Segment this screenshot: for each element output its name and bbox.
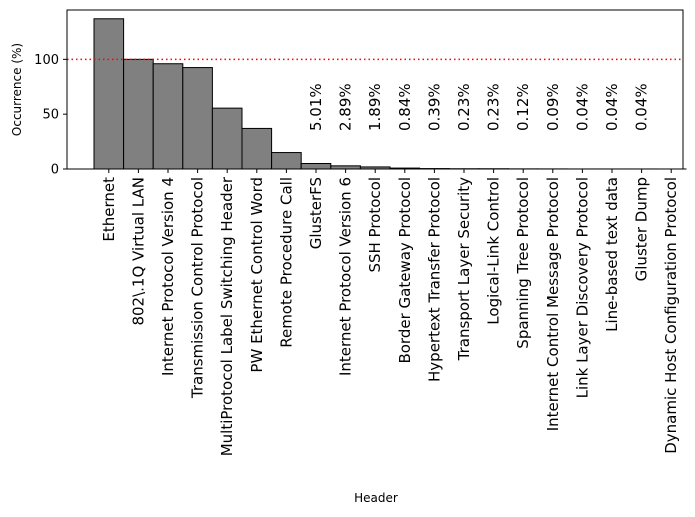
x-tick-label: Hypertext Transfer Protocol <box>425 177 443 382</box>
x-tick-label: Logical-Link Control <box>485 177 503 325</box>
data-label-14: 0.23% <box>485 83 503 131</box>
bar-8 <box>300 163 332 170</box>
bars-group <box>93 18 687 170</box>
x-tick-label: Border Gateway Protocol <box>396 177 414 364</box>
bar-3 <box>152 63 184 170</box>
x-axis: Ethernet 802\.1Q Virtual LAN Internet Prot… <box>100 169 680 456</box>
x-tick-label: Transmission Control Protocol <box>189 177 207 399</box>
x-tick-label: Link Layer Discovery Protocol <box>573 177 591 398</box>
x-tick-label: SSH Protocol <box>366 177 384 273</box>
x-tick-label: 802\.1Q Virtual LAN <box>129 177 147 326</box>
bar-7 <box>271 152 302 170</box>
data-label-17: 0.04% <box>573 83 591 131</box>
data-label-9: 2.89% <box>337 83 355 131</box>
x-tick-label: Gluster Dump <box>633 177 651 281</box>
x-tick-label: Spanning Tree Protocol <box>514 177 532 349</box>
x-tick-label: Line-based text data <box>603 177 621 332</box>
data-label-13: 0.23% <box>455 83 473 131</box>
y-tick-label: 0 <box>51 163 59 178</box>
x-tick-label: Internet Protocol Version 4 <box>159 177 177 376</box>
bar-6 <box>241 127 273 170</box>
data-labels-group: 5.01% 2.89% 1.89% 0.84% 0.39% 0.23% 0.23% 0.12%… <box>307 83 651 131</box>
x-tick-label: Ethernet <box>100 177 118 242</box>
data-label-8: 5.01% <box>307 83 325 131</box>
x-tick-label: Dynamic Host Configuration Protocol <box>662 177 680 454</box>
data-label-15: 0.12% <box>514 83 532 131</box>
data-label-18: 0.04% <box>603 83 621 131</box>
data-label-19: 0.04% <box>633 83 651 131</box>
x-tick-label: Internet Control Message Protocol <box>544 177 562 431</box>
x-tick-label: Internet Protocol Version 6 <box>337 177 355 376</box>
x-tick-label: MultiProtocol Label Switching Header <box>218 176 236 456</box>
x-tick-label: PW Ethernet Control Word <box>248 177 266 373</box>
x-tick-label: Transport Layer Security <box>455 177 473 361</box>
bar-1 <box>93 18 125 170</box>
data-label-16: 0.09% <box>544 83 562 131</box>
x-axis-label: Header <box>354 491 398 505</box>
x-tick-label: GlusterFS <box>307 177 325 249</box>
y-tick-label: 50 <box>42 108 59 123</box>
bar-5 <box>211 107 243 170</box>
y-axis-label: Occurrence (%) <box>10 43 24 136</box>
data-label-10: 1.89% <box>366 83 384 131</box>
y-tick-label: 100 <box>34 53 59 68</box>
y-axis: 0 50 100 <box>34 53 67 178</box>
x-tick-label: Remote Procedure Call <box>277 177 295 348</box>
data-label-11: 0.84% <box>396 83 414 131</box>
data-label-12: 0.39% <box>425 83 443 131</box>
bar-2 <box>123 58 154 170</box>
bar-4 <box>182 67 213 170</box>
